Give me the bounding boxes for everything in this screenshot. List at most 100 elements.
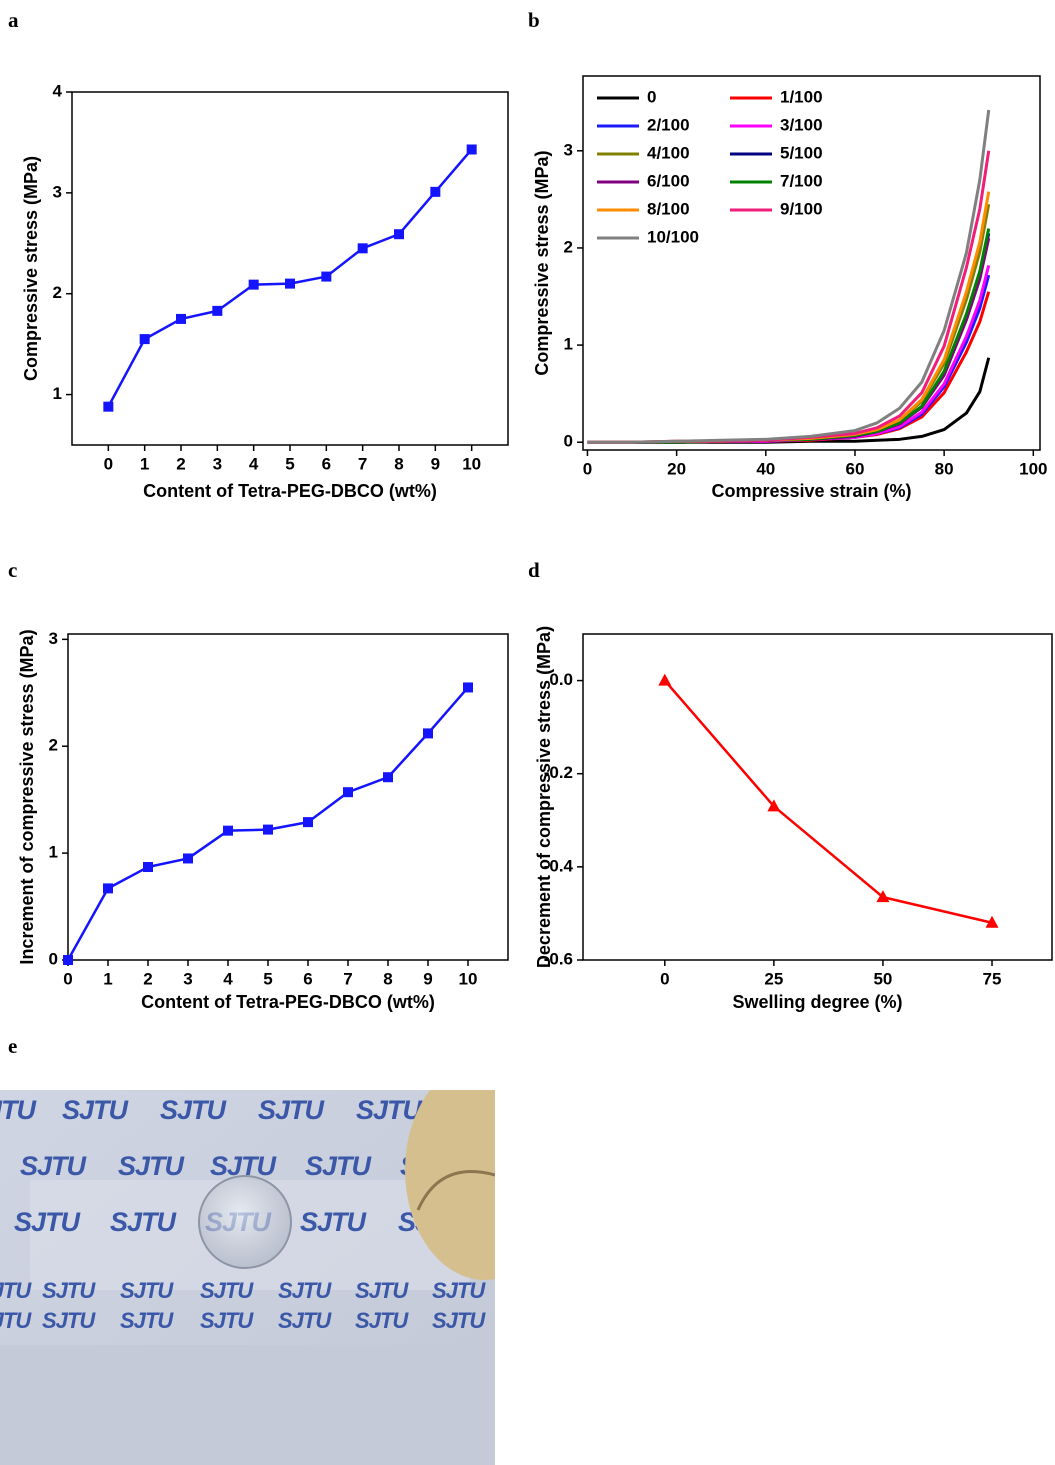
x-tick-label: 75 (983, 969, 1002, 988)
photo-text: SJTU (258, 1095, 326, 1125)
x-tick-label: 7 (358, 454, 367, 473)
photo-text: SJTU (278, 1308, 332, 1333)
x-tick-label: 6 (303, 969, 312, 988)
x-tick-label: 8 (394, 454, 403, 473)
legend-label: 3/100 (780, 115, 823, 134)
plot: 0.0 -0.2 -0.4 -0.6 0 25 50 75 d Swelling degree (… (528, 558, 1053, 1012)
data-point (463, 682, 473, 693)
x-axis-title: Compressive strain (%) (711, 481, 911, 501)
x-tick-label: 100 (1019, 459, 1047, 478)
data-point (263, 824, 273, 835)
photo-text: SJTU (278, 1278, 332, 1303)
legend-label: 6/100 (647, 171, 690, 190)
x-tick-label: 2 (176, 454, 185, 473)
x-tick-label: 3 (183, 969, 192, 988)
plot: 1 2 3 4 0 1 2 3 4 5 6 7 8 9 10 a Content of Tetra-PEG-DB… (8, 8, 509, 501)
x-tick-label: 40 (756, 459, 775, 478)
data-point (212, 305, 223, 316)
x-tick-label: 0 (104, 454, 113, 473)
finger (405, 1090, 495, 1280)
x-tick-label: 50 (873, 969, 892, 988)
photo-bottom (0, 1345, 495, 1465)
x-tick-label: 60 (846, 459, 865, 478)
data-point (303, 817, 313, 828)
photo-text: SJTU (42, 1308, 96, 1333)
legend-label: 2/100 (647, 115, 690, 134)
y-tick-label: 0.0 (549, 670, 573, 689)
legend-label: 10/100 (647, 227, 699, 246)
data-line (587, 109, 991, 444)
y-tick-label: 3 (564, 140, 573, 159)
plot-frame (582, 75, 1041, 451)
y-tick-label: 0 (49, 949, 58, 968)
data-point (466, 144, 477, 155)
x-tick-label: 2 (143, 969, 152, 988)
legend-label: 1/100 (780, 87, 823, 106)
photo-text: SJTU (118, 1151, 186, 1181)
x-axis-title: Content of Tetra-PEG-DBCO (wt%) (143, 481, 437, 501)
data-point (103, 401, 114, 412)
data-point (767, 799, 781, 812)
photo-text: SJTU (120, 1278, 174, 1303)
x-tick-label: 3 (213, 454, 222, 473)
photo-text: SJTU (432, 1308, 486, 1333)
legend-label: 8/100 (647, 199, 690, 218)
data-point (183, 853, 193, 864)
legend-label: 5/100 (780, 143, 823, 162)
data-point (63, 955, 73, 965)
x-tick-label: 7 (343, 969, 352, 988)
data-point (876, 890, 890, 903)
data-point (321, 271, 332, 282)
panel-label: b (528, 8, 540, 32)
y-tick-label: -0.6 (544, 949, 573, 968)
y-tick-label: 2 (564, 237, 573, 256)
x-tick-label: 10 (462, 454, 481, 473)
data-point (143, 862, 153, 873)
data-point (423, 728, 433, 739)
panel-label: e (8, 1034, 17, 1058)
panel-label: c (8, 558, 17, 582)
x-tick-label: 5 (263, 969, 272, 988)
data-point (430, 186, 441, 197)
x-axis-title: Content of Tetra-PEG-DBCO (wt%) (141, 992, 435, 1012)
photo-text: SJTU (42, 1278, 96, 1303)
y-tick-label: 1 (49, 843, 58, 862)
panel-label: d (528, 558, 540, 582)
plot-frame (71, 91, 509, 446)
hydrogel-drop (198, 1175, 292, 1269)
data-line (587, 274, 991, 444)
data-point (248, 279, 259, 290)
photo-text: SJTU (355, 1278, 409, 1303)
data-point (985, 915, 999, 928)
plot: 0 1 2 3 0 1 2 3 4 5 6 7 8 9 10 c Content of Tetra-PEG-DB… (8, 558, 509, 1012)
photo-text: SJTU (110, 1207, 178, 1237)
data-point (343, 787, 353, 798)
y-axis-title: Compressive stress (MPa) (21, 156, 41, 381)
y-tick-label: -0.4 (544, 856, 574, 875)
data-point (103, 883, 113, 894)
legend-label: 9/100 (780, 199, 823, 218)
legend-label: 7/100 (780, 171, 823, 190)
x-tick-label: 4 (249, 454, 259, 473)
data-line (663, 679, 993, 924)
y-tick-label: 0 (564, 432, 573, 451)
x-tick-label: 0 (63, 969, 72, 988)
y-tick-label: -0.2 (544, 763, 573, 782)
data-point (223, 825, 233, 836)
x-tick-label: 1 (103, 969, 112, 988)
photo: SJTU SJTU SJTU SJTU SJTU SJTU SJTU SJTU SJTU SJTU… (0, 1090, 495, 1465)
photo-text: SJTU (20, 1151, 88, 1181)
data-point (394, 229, 404, 240)
y-tick-label: 1 (564, 335, 573, 354)
x-tick-label: 10 (459, 969, 478, 988)
photo-text: SJTU (300, 1207, 368, 1237)
x-axis-title: Swelling degree (%) (732, 992, 902, 1012)
data-point (176, 313, 186, 324)
y-tick-label: 2 (53, 283, 62, 302)
photo-text: SJTU (0, 1278, 32, 1303)
x-tick-label: 0 (660, 969, 669, 988)
x-tick-label: 6 (322, 454, 331, 473)
plot: 0 1 2 3 0 20 40 60 80 100 b Compressive strain (%) C… (528, 8, 1047, 501)
photo-text: SJTU (120, 1308, 174, 1333)
